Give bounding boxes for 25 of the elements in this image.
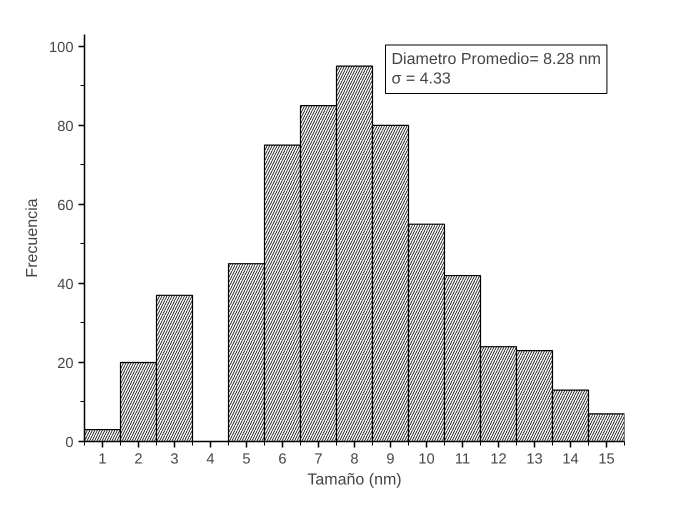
x-tick-label: 7 [314,452,323,468]
x-tick-label: 6 [278,452,287,468]
x-tick-label: 12 [490,452,507,468]
x-tick-label: 10 [418,452,435,468]
x-tick-label: 15 [598,452,615,468]
x-tick-label: 1 [98,452,107,468]
y-tick-label: 40 [57,276,74,293]
x-tick-label: 14 [562,452,579,468]
annotation: σ = 4.33 [392,70,451,88]
x-tick-label: 2 [134,452,143,468]
y-axis-title: Frecuencia [24,198,42,278]
x-axis-title: Tamaño (nm) [307,472,402,488]
y-tick-label: 20 [57,356,74,372]
y-tick-label: 60 [57,198,74,214]
y-tick-label: 100 [49,40,74,56]
x-tick-label: 13 [526,452,543,468]
annotation: Diametro Promedio= 8.28 nm [392,50,601,68]
x-tick-label: 8 [350,452,359,468]
x-tick-label: 5 [242,452,251,468]
x-tick-label: 3 [170,452,179,468]
x-tick-label: 4 [206,452,215,468]
x-tick-label: 11 [454,452,470,468]
x-tick-label: 9 [386,452,395,468]
y-tick-label: 0 [65,435,74,451]
y-tick-label: 80 [57,118,74,135]
